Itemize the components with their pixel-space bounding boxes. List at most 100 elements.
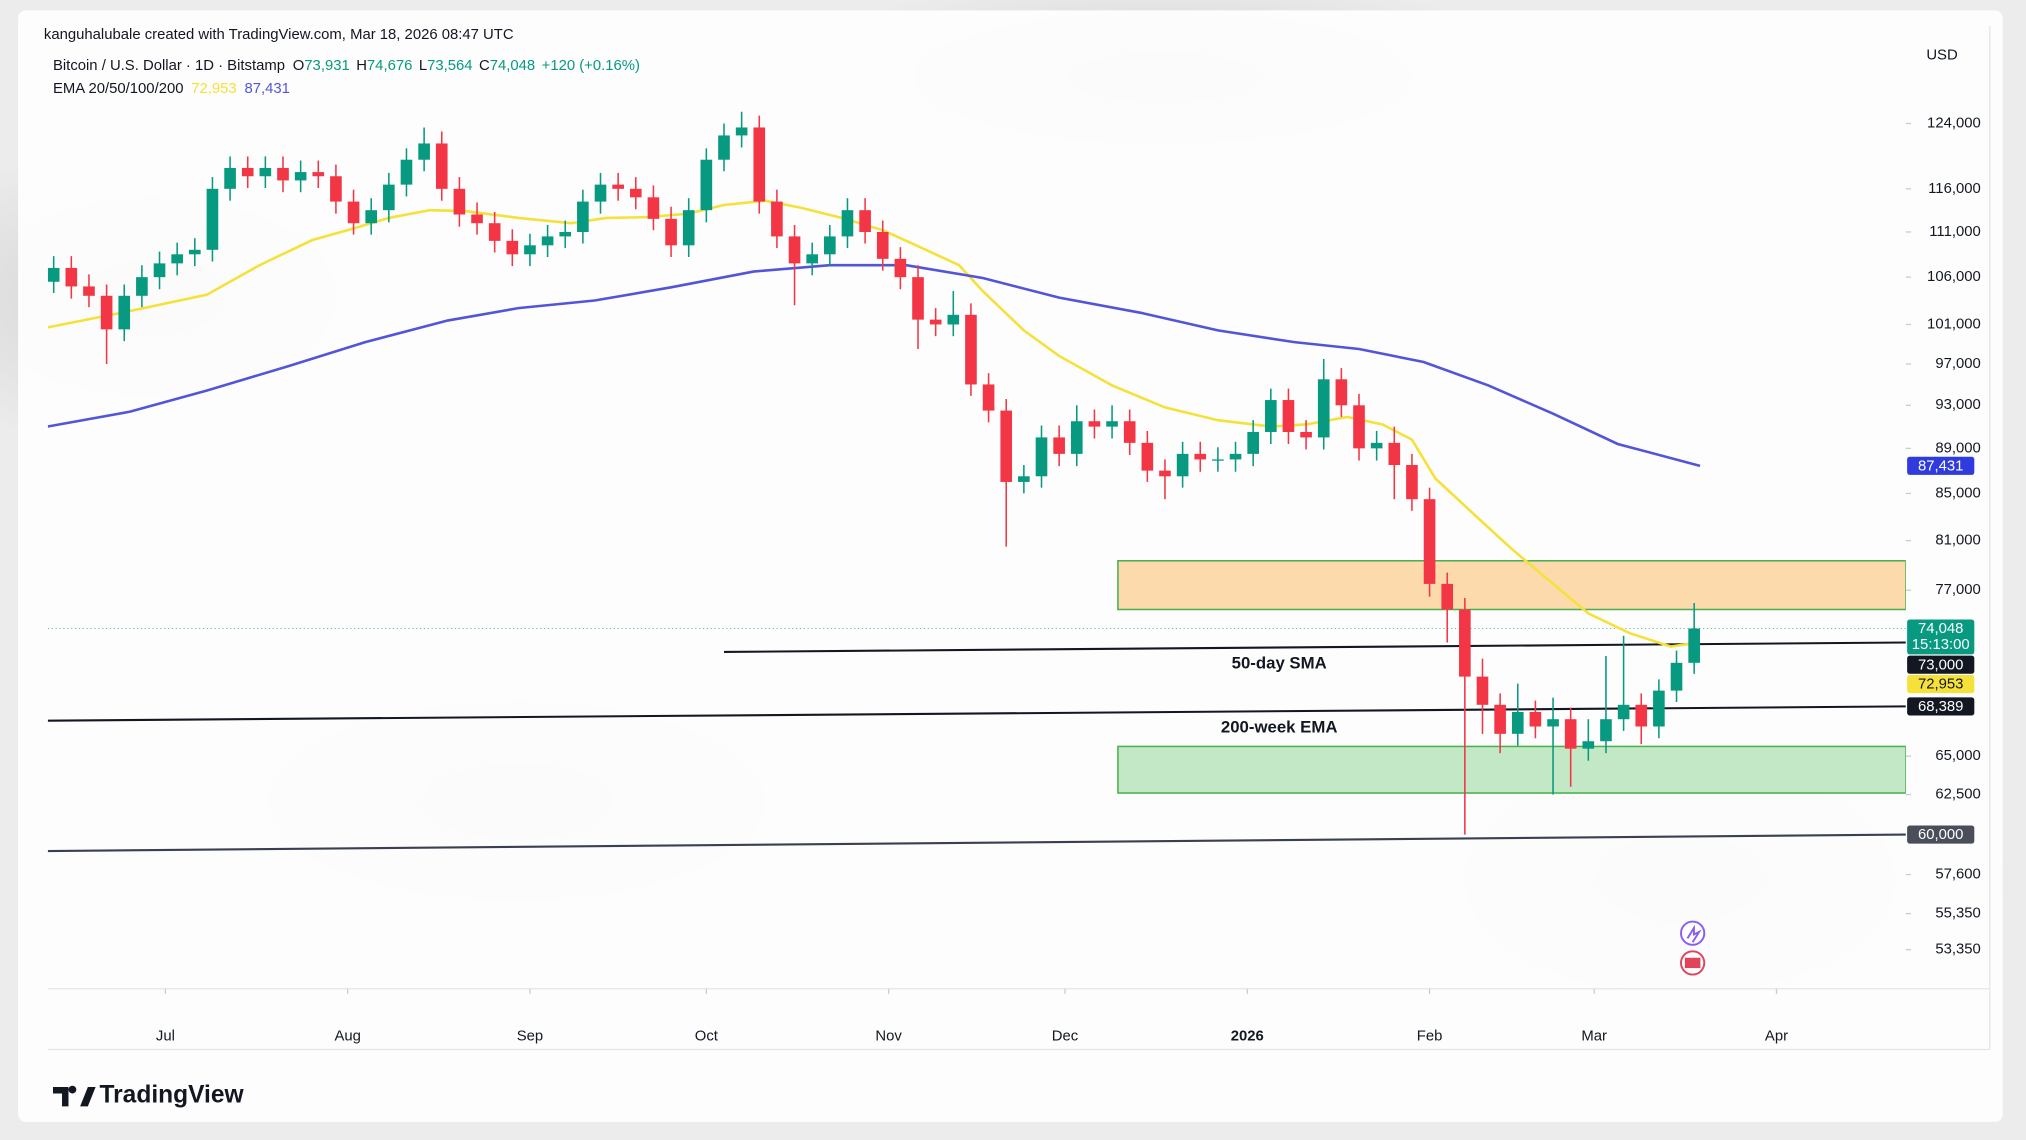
y-tick-label: 53,350 (1935, 942, 1980, 958)
candle-body (594, 184, 607, 202)
candle-body (1353, 405, 1365, 449)
candle-body (171, 254, 183, 264)
x-tick-label: Feb (1417, 1029, 1443, 1045)
candle-body (1529, 711, 1542, 727)
zone (1117, 560, 1906, 611)
x-tick-label: Mar (1581, 1029, 1607, 1045)
candle-body (876, 231, 889, 259)
price-tag: 60,000 (1907, 825, 1975, 844)
y-tick-label: 124,000 (1927, 115, 1981, 131)
candle-body (788, 236, 801, 264)
candle-body (365, 210, 378, 224)
ema-value: 72,953 (191, 81, 236, 97)
price-tag: 72,953 (1907, 675, 1975, 694)
candle-body (1441, 583, 1454, 610)
y-tick-label: 97,000 (1935, 356, 1980, 372)
candle-body (1635, 704, 1648, 727)
candle-body (1317, 379, 1330, 438)
candle-body (718, 135, 730, 160)
y-tick-label: 77,000 (1935, 582, 1980, 598)
candle-body (735, 127, 748, 136)
candle-body (1282, 400, 1295, 432)
ohlc-key: H (356, 58, 367, 74)
candle-body (824, 236, 836, 255)
candle-body (559, 231, 572, 237)
candle-body (1053, 437, 1065, 454)
candle-body (47, 267, 60, 282)
candle-body (1035, 437, 1048, 477)
candle-body (83, 286, 95, 296)
y-tick-label: 93,000 (1935, 397, 1980, 413)
ohlc-value: 73,931 (304, 58, 349, 74)
candle-body (771, 201, 783, 237)
candle-body (982, 384, 995, 411)
candle-body (1564, 719, 1577, 749)
candle-body (1459, 609, 1471, 677)
candle-body (700, 159, 713, 211)
candle-body (1000, 410, 1013, 482)
x-tick-label: Apr (1765, 1029, 1788, 1045)
candle-body (1688, 628, 1700, 663)
trend-line-label: 50-day SMA (1232, 654, 1327, 673)
candle-body (206, 188, 219, 250)
y-tick-label: 57,600 (1935, 866, 1980, 882)
candle-body (1088, 421, 1101, 427)
candle-body (118, 295, 131, 330)
candle-body (188, 249, 201, 255)
candle-body (100, 295, 113, 330)
candle-body (1406, 465, 1418, 500)
x-tick-label: Aug (334, 1029, 360, 1045)
candle-body (1018, 476, 1030, 482)
candle-body (929, 319, 942, 325)
candle-body (400, 159, 413, 185)
candle-body (1653, 690, 1665, 727)
price-tag-label: 87,431 (1918, 458, 1963, 474)
candle-body (859, 210, 871, 232)
candle-body (488, 223, 501, 241)
candle-body (1106, 421, 1118, 427)
icon-glyph (1684, 957, 1701, 969)
candle-body (1335, 379, 1348, 406)
x-tick-label: Nov (875, 1029, 902, 1045)
trend-line-label: 200-week EMA (1221, 717, 1338, 736)
price-tag-label: 60,000 (1918, 827, 1963, 843)
candle-body (1547, 719, 1559, 727)
price-tag-label: 74,048 (1918, 621, 1963, 637)
candle-body (65, 267, 78, 287)
x-tick-label: Jul (156, 1029, 175, 1045)
candle-body (347, 201, 360, 224)
candle-body (682, 210, 695, 246)
candle-body (1300, 431, 1312, 438)
ema-legend: EMA 20/50/100/200 72,953 87,431 (53, 81, 290, 97)
candle-body (1247, 431, 1259, 454)
candle-body (435, 143, 448, 189)
candle-body (629, 188, 642, 198)
candle-body (506, 240, 519, 255)
candle-body (330, 176, 342, 202)
candle-body (1511, 711, 1524, 734)
ema-value: 87,431 (244, 81, 289, 97)
ohlc-value: 73,564 (427, 58, 472, 74)
y-tick-label: 116,000 (1928, 181, 1981, 197)
y-tick-label: 55,350 (1935, 906, 1980, 922)
symbol-name: Bitcoin / U.S. Dollar · 1D · Bitstamp (53, 58, 285, 74)
candle-body (1141, 442, 1154, 471)
price-tag: 73,000 (1907, 655, 1975, 674)
candle-body (1194, 453, 1207, 460)
candle-body (1423, 499, 1436, 584)
ema-line (47, 199, 1695, 648)
price-tag-time: 15:13:00 (1912, 637, 1970, 653)
price-tag-label: 68,389 (1918, 699, 1963, 715)
candle-body (1388, 442, 1401, 466)
candle-body (1370, 442, 1383, 449)
brand: TradingView (99, 1082, 244, 1109)
candle-body (965, 314, 977, 385)
logo-mark (52, 1085, 96, 1107)
candle-body (894, 258, 907, 278)
candle-body (294, 172, 307, 181)
ema-line (47, 263, 1701, 468)
trend-line (47, 705, 1906, 722)
candle-body (1159, 470, 1171, 477)
candle-body (136, 277, 148, 296)
